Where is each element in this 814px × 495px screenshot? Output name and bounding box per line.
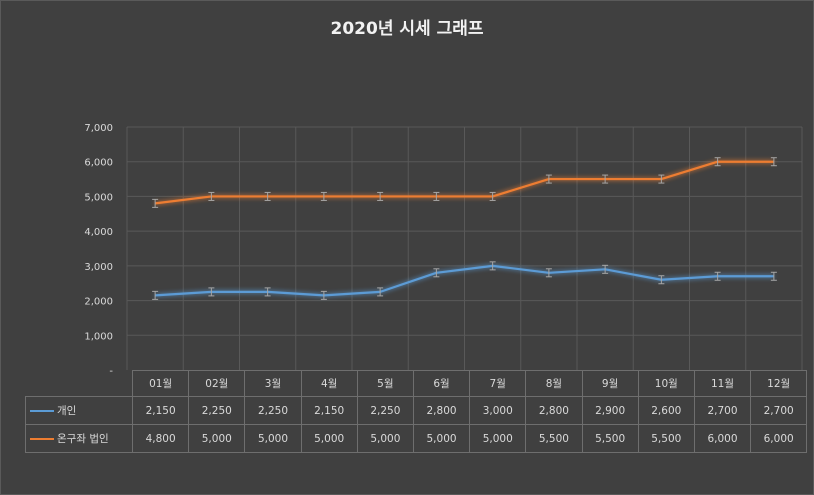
data-label: 5,500 (581, 424, 639, 453)
y-tick-label: 1,000 (84, 331, 113, 342)
data-table-row-series-2: 온구좌 법인 4,800 5,000 5,000 5,000 5,000 5,000 5,0… (25, 424, 808, 453)
data-label: 3,000 (469, 396, 527, 425)
data-label: 2,800 (525, 396, 583, 425)
data-label: 4,800 (131, 424, 190, 453)
legend-label-series-1: 개인 (57, 405, 77, 417)
data-table-corner (25, 370, 133, 397)
x-tick-label: 9월 (581, 370, 639, 397)
data-label: 2,800 (412, 396, 471, 425)
data-label: 5,000 (300, 424, 358, 453)
data-label: 5,500 (525, 424, 583, 453)
y-tick-label: 2,000 (84, 297, 113, 308)
data-label: 2,700 (693, 396, 752, 425)
data-label: 5,000 (412, 424, 471, 453)
data-label: 5,000 (356, 424, 414, 453)
data-label: 2,900 (581, 396, 639, 425)
chart-title: 2020년 시세 그래프 (330, 19, 484, 39)
legend-entry-series-2: 온구좌 법인 (25, 424, 133, 453)
x-tick-label: 10월 (637, 370, 695, 397)
y-tick-label: 4,000 (84, 227, 113, 238)
x-tick-label: 4월 (300, 370, 358, 397)
data-label: 2,250 (188, 396, 246, 425)
data-label: 2,700 (750, 396, 808, 425)
x-tick-label: 5월 (356, 370, 414, 397)
legend-key-series-2 (30, 438, 54, 440)
x-tick-label: 3월 (244, 370, 302, 397)
y-tick-label: 7,000 (84, 123, 113, 134)
x-tick-label: 7월 (469, 370, 527, 397)
x-tick-label: 01월 (131, 370, 190, 397)
data-label: 2,600 (637, 396, 695, 425)
data-label: 6,000 (750, 424, 808, 453)
x-tick-label: 8월 (525, 370, 583, 397)
y-tick-label: 5,000 (84, 192, 113, 203)
data-label: 2,250 (244, 396, 302, 425)
data-table-row-series-1: 개인 2,150 2,250 2,250 2,150 2,250 2,800 3,000 2,… (25, 396, 808, 425)
legend-label-series-2: 온구좌 법인 (57, 433, 109, 445)
data-label: 2,250 (356, 396, 414, 425)
data-label: 5,000 (469, 424, 527, 453)
y-tick-label: 6,000 (84, 158, 113, 169)
x-tick-label: 12월 (750, 370, 808, 397)
y-tick-label: 3,000 (84, 262, 113, 273)
x-tick-label: 11월 (693, 370, 752, 397)
data-label: 5,000 (244, 424, 302, 453)
data-label: 2,150 (300, 396, 358, 425)
data-label: 5,000 (188, 424, 246, 453)
data-label: 2,150 (131, 396, 190, 425)
series-line-2 (154, 160, 774, 205)
data-table-header-row: 01월 02월 3월 4월 5월 6월 7월 8월 9월 10월 11월 12월 (25, 370, 808, 397)
x-tick-label: 6월 (412, 370, 471, 397)
data-label: 5,500 (637, 424, 695, 453)
data-table: 01월 02월 3월 4월 5월 6월 7월 8월 9월 10월 11월 12월 개인 2,150 2,… (25, 370, 808, 453)
series-line-1 (155, 264, 774, 297)
data-label: 6,000 (693, 424, 752, 453)
x-tick-label: 02월 (188, 370, 246, 397)
legend-key-series-1 (30, 410, 54, 412)
legend-entry-series-1: 개인 (25, 396, 133, 425)
